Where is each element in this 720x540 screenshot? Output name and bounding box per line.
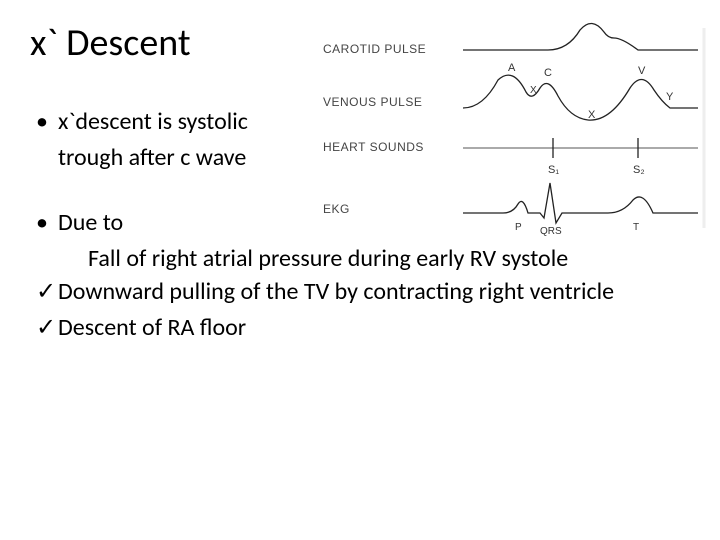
- check-icon: ✓: [30, 276, 58, 308]
- label-X: X: [588, 109, 596, 121]
- carotid-waveform: [463, 23, 698, 50]
- waveform-figure: CAROTID PULSE VENOUS PULSE A C X X V Y H…: [318, 18, 708, 238]
- venous-waveform: [463, 75, 698, 120]
- label-Y: Y: [666, 91, 674, 103]
- label-A: A: [508, 62, 516, 74]
- bullet-dot-icon: •: [30, 106, 58, 138]
- label-QRS: QRS: [540, 226, 562, 237]
- label-ekg: EKG: [323, 202, 350, 216]
- label-S1: S₁: [548, 164, 559, 176]
- label-T: T: [633, 222, 639, 233]
- label-C: C: [544, 67, 552, 79]
- bullet-item: ✓ Descent of RA floor: [30, 312, 690, 344]
- label-venous: VENOUS PULSE: [323, 95, 422, 109]
- label-S2: S₂: [633, 164, 645, 176]
- bullet-text: Downward pulling of the TV by contractin…: [58, 276, 690, 308]
- bullet-item: ✓ Downward pulling of the TV by contract…: [30, 276, 690, 308]
- ekg-waveform: [463, 183, 698, 223]
- label-x-small: X: [530, 85, 537, 96]
- bullet-dot-icon: •: [30, 207, 58, 239]
- label-P: P: [515, 222, 522, 233]
- label-carotid: CAROTID PULSE: [323, 42, 426, 56]
- check-icon: ✓: [30, 312, 58, 344]
- label-V: V: [638, 65, 646, 77]
- bullet-text: Descent of RA floor: [58, 312, 690, 344]
- bullet-subtext: Fall of right atrial pressure during ear…: [30, 243, 690, 275]
- label-heart-sounds: HEART SOUNDS: [323, 140, 424, 154]
